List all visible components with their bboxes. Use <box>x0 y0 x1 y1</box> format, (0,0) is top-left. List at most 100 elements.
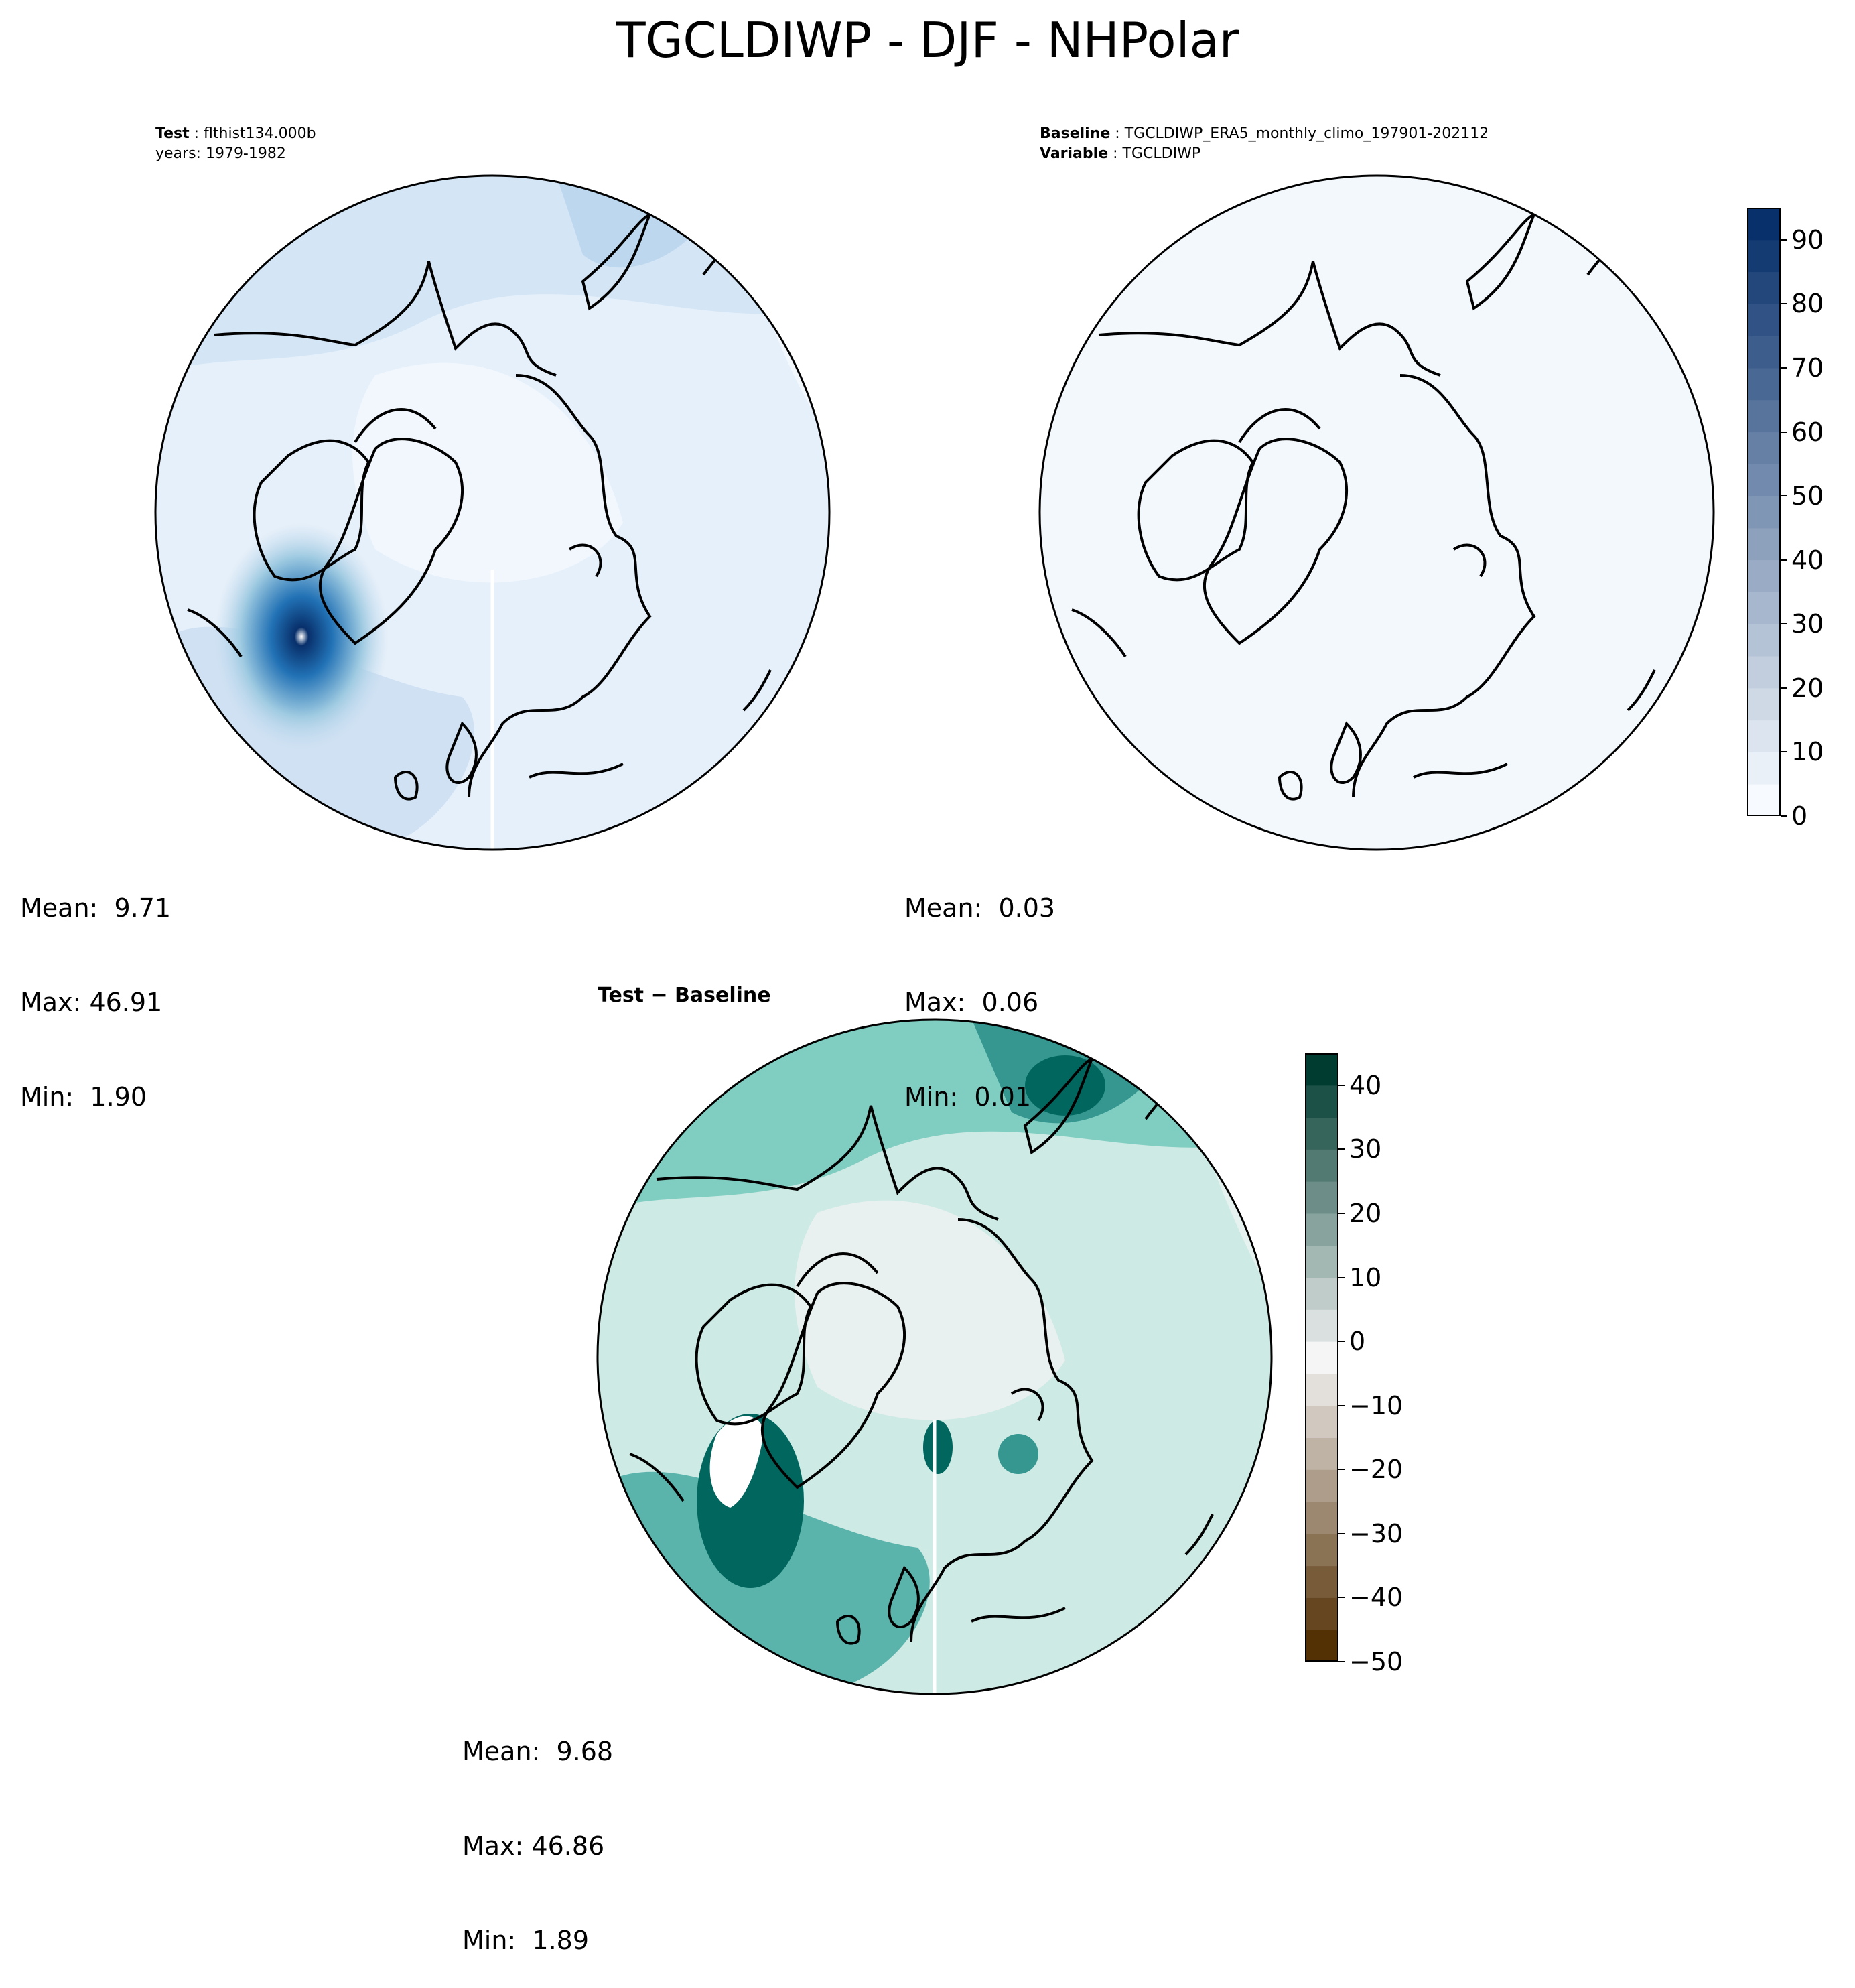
blues-colorbar-tick-label: 0 <box>1791 801 1808 831</box>
blues-colorbar-tickmark <box>1781 623 1787 625</box>
blues-colorbar-tickmark <box>1781 303 1787 305</box>
baseline-stats: Mean: 0.03 Max: 0.06 Min: 0.01 <box>904 830 1055 1144</box>
blues-colorbar-tick-label: 20 <box>1791 673 1824 703</box>
brbg-colorbar-level <box>1305 1373 1338 1406</box>
baseline-map-boundary <box>1038 174 1715 851</box>
blues-colorbar-level <box>1747 624 1781 657</box>
brbg-colorbar-level <box>1305 1502 1338 1534</box>
blues-colorbar-level <box>1747 432 1781 464</box>
test-case-name: flthist134.000b <box>204 125 316 142</box>
diff-field-hotspot-2 <box>998 1434 1038 1474</box>
blues-colorbar-level <box>1747 464 1781 496</box>
brbg-colorbar-tickmark <box>1338 1469 1345 1471</box>
blues-colorbar-tickmark <box>1781 431 1787 433</box>
blues-colorbar-level <box>1747 496 1781 529</box>
blues-colorbar-level <box>1747 336 1781 369</box>
brbg-colorbar-tick-label: −40 <box>1349 1583 1403 1613</box>
blues-colorbar-tick-label: 80 <box>1791 289 1824 319</box>
blues-colorbar-level <box>1747 239 1781 273</box>
blues-colorbar-tick-label: 90 <box>1791 224 1824 255</box>
blues-colorbar-level <box>1747 592 1781 624</box>
brbg-colorbar-gradient <box>1305 1053 1338 1662</box>
diff-field-missing <box>709 1416 764 1508</box>
diff-map-boundary <box>596 1018 1273 1695</box>
brbg-colorbar-tick-label: 10 <box>1349 1262 1382 1293</box>
brbg-colorbar-tick-label: −50 <box>1349 1647 1403 1676</box>
diff-mean: Mean: 9.68 <box>462 1737 614 1766</box>
test-field-labrador-max <box>214 523 389 750</box>
blues-colorbar-level <box>1747 527 1781 561</box>
diff-panel-title: Test − Baseline <box>598 984 771 1007</box>
brbg-colorbar-level <box>1305 1309 1338 1342</box>
brbg-colorbar-level <box>1305 1085 1338 1118</box>
diff-polar-map <box>596 1018 1273 1695</box>
variable-name: TGCLDIWP <box>1122 145 1201 162</box>
brbg-colorbar-level <box>1305 1181 1338 1214</box>
blues-colorbar-tickmark <box>1781 687 1787 689</box>
blues-colorbar-tickmark <box>1781 751 1787 753</box>
blues-colorbar-tickmark <box>1781 815 1787 817</box>
brbg-colorbar-level <box>1305 1053 1338 1086</box>
brbg-colorbar-level <box>1305 1341 1338 1374</box>
blues-colorbar-border <box>1747 208 1781 816</box>
blues-colorbar-level <box>1747 784 1781 816</box>
brbg-colorbar-level <box>1305 1597 1338 1630</box>
diff-field-hotspot-1 <box>923 1420 953 1474</box>
brbg-colorbar-tickmark <box>1338 1661 1345 1662</box>
brbg-colorbar-tick-label: 30 <box>1349 1134 1382 1165</box>
brbg-colorbar-level <box>1305 1117 1338 1150</box>
test-mean: Mean: 9.71 <box>20 893 171 923</box>
blues-colorbar-tickmark <box>1781 367 1787 369</box>
brbg-colorbar-level <box>1305 1533 1338 1567</box>
test-panel-header: Test : flthist134.000b years: 1979-1982 <box>155 124 316 164</box>
brbg-colorbar-tick-label: −10 <box>1349 1390 1403 1420</box>
blues-colorbar-level <box>1747 559 1781 592</box>
blues-colorbar-tick-label: 40 <box>1791 545 1824 575</box>
baseline-label: Baseline <box>1040 125 1111 142</box>
blues-colorbar-tick-label: 30 <box>1791 609 1824 639</box>
brbg-colorbar-tickmark <box>1338 1404 1345 1406</box>
brbg-colorbar-tickmark <box>1338 1084 1345 1086</box>
blues-colorbar-gradient <box>1747 208 1781 816</box>
brbg-colorbar-tickmark <box>1338 1532 1345 1534</box>
diff-max: Max: 46.86 <box>462 1831 605 1861</box>
brbg-colorbar-tickmark <box>1338 1148 1345 1150</box>
diff-field-arctic <box>795 1200 1065 1420</box>
brbg-colorbar-tick-label: −20 <box>1349 1455 1403 1485</box>
baseline-field <box>1040 176 1714 850</box>
blues-colorbar-level <box>1747 367 1781 401</box>
brbg-colorbar-level <box>1305 1149 1338 1182</box>
test-map-boundary <box>154 174 831 851</box>
test-stats: Mean: 9.71 Max: 46.91 Min: 1.90 <box>20 830 171 1144</box>
brbg-colorbar-border <box>1305 1053 1338 1662</box>
blues-colorbar-level <box>1747 687 1781 721</box>
brbg-colorbar-tick-label: −30 <box>1349 1518 1403 1548</box>
test-years: years: 1979-1982 <box>155 145 286 162</box>
blues-colorbar-level <box>1747 208 1781 241</box>
test-label: Test <box>155 125 190 142</box>
blues-colorbar-level <box>1747 720 1781 752</box>
test-max: Max: 46.91 <box>20 988 163 1017</box>
baseline-panel-header: Baseline : TGCLDIWP_ERA5_monthly_climo_1… <box>1040 125 1489 162</box>
blues-colorbar-tick-label: 70 <box>1791 352 1824 383</box>
brbg-colorbar-tick-label: 40 <box>1349 1070 1382 1100</box>
brbg-colorbar: −50 −40 −30 −20 −10 0 10 20 30 40 <box>1305 1053 1403 1674</box>
brbg-colorbar-tickmark <box>1338 1597 1345 1599</box>
brbg-colorbar-level <box>1305 1565 1338 1598</box>
blues-colorbar-tickmark <box>1781 239 1787 241</box>
brbg-colorbar-tick-label: 20 <box>1349 1198 1382 1228</box>
variable-label: Variable <box>1040 145 1109 162</box>
baseline-polar-map <box>1038 174 1715 851</box>
blues-colorbar-tick-label: 50 <box>1791 481 1824 511</box>
blues-colorbar-tickmark <box>1781 559 1787 561</box>
blues-colorbar-level <box>1747 752 1781 785</box>
brbg-colorbar-level <box>1305 1405 1338 1438</box>
brbg-colorbar-tickmark <box>1338 1341 1345 1343</box>
brbg-colorbar-level <box>1305 1437 1338 1470</box>
test-polar-map <box>154 174 831 851</box>
blues-colorbar-tick-label: 60 <box>1791 417 1824 447</box>
blues-colorbar-level <box>1747 304 1781 336</box>
blues-colorbar-tick-label: 10 <box>1791 737 1824 767</box>
diff-coastlines <box>629 1044 1272 1645</box>
baseline-max: Max: 0.06 <box>904 988 1039 1017</box>
